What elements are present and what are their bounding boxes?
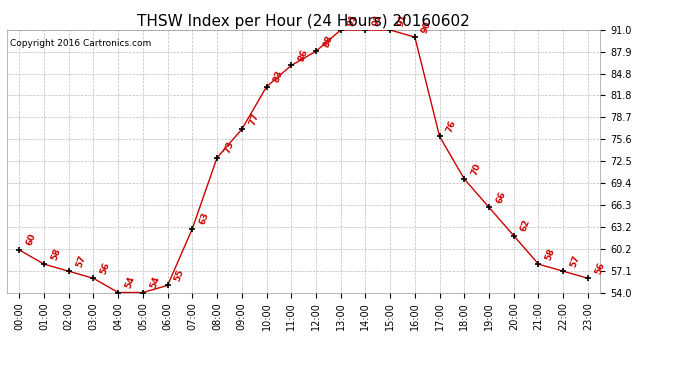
Text: 56: 56: [593, 261, 607, 276]
Text: 58: 58: [50, 246, 62, 261]
Text: 58: 58: [544, 246, 557, 261]
Text: 66: 66: [495, 190, 507, 205]
Text: 91: 91: [395, 12, 408, 27]
Text: Copyright 2016 Cartronics.com: Copyright 2016 Cartronics.com: [10, 39, 152, 48]
Text: 77: 77: [247, 111, 260, 126]
Text: 54: 54: [124, 275, 137, 290]
Text: 83: 83: [272, 69, 285, 84]
Text: 63: 63: [198, 211, 210, 226]
Text: 91: 91: [346, 12, 359, 27]
Text: 90: 90: [420, 20, 433, 34]
Text: 55: 55: [173, 268, 186, 283]
Text: 56: 56: [99, 261, 112, 276]
Text: 62: 62: [520, 218, 532, 233]
Text: 73: 73: [223, 140, 235, 155]
Text: 57: 57: [75, 254, 87, 268]
Text: 76: 76: [445, 119, 458, 134]
Text: 88: 88: [322, 34, 334, 48]
Text: 57: 57: [569, 254, 582, 268]
Text: 60: 60: [25, 232, 37, 247]
Text: 70: 70: [470, 161, 482, 176]
Text: 91: 91: [371, 12, 384, 27]
Text: THSW  (°F): THSW (°F): [529, 32, 589, 42]
Title: THSW Index per Hour (24 Hours) 20160602: THSW Index per Hour (24 Hours) 20160602: [137, 14, 470, 29]
Text: 86: 86: [297, 48, 310, 63]
Text: 54: 54: [148, 275, 161, 290]
